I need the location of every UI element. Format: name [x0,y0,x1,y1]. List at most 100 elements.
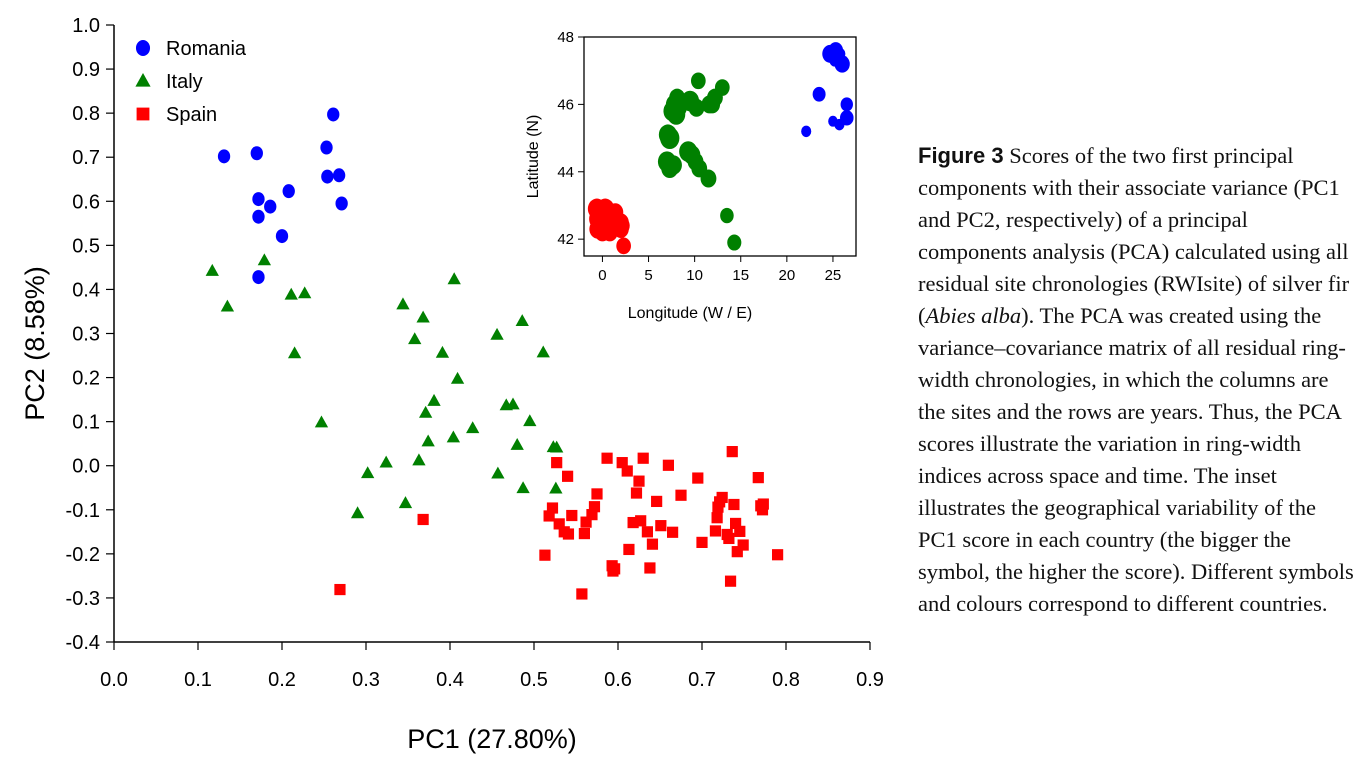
y-tick-label: 0.2 [72,368,100,390]
point-italy [506,397,520,410]
point-italy [536,345,550,358]
point-italy [435,345,450,358]
inset-point-italy [700,169,717,188]
point-spain [566,509,578,522]
point-italy [205,263,219,276]
point-spain [724,575,737,587]
point-italy [523,414,537,427]
inset-point-romania [812,86,826,102]
x-tick-label: 0.7 [688,669,716,691]
inset-point-romania [840,97,853,112]
y-tick-label: 0.4 [72,279,100,301]
x-axis-title: PC1 (27.80%) [407,724,577,754]
point-romania [217,149,231,164]
point-romania [332,168,346,183]
point-spain [711,512,723,524]
inset-point-italy [690,72,706,90]
point-italy [396,297,410,310]
point-italy [416,310,430,323]
legend-label-italy: Italy [166,71,203,93]
point-spain [601,452,613,464]
point-spain [667,526,679,538]
x-tick-label: 0.2 [268,669,296,691]
inset-series-spain [587,198,631,255]
series-spain [334,446,784,600]
point-italy [490,327,504,340]
point-spain [723,532,735,545]
inset-x-tick-label: 0 [598,267,606,284]
point-spain [562,470,574,482]
y-tick-label: -0.1 [66,500,100,522]
inset-y-tick-label: 44 [557,164,574,181]
point-italy [446,430,461,443]
point-italy [287,346,302,359]
point-romania [264,199,277,214]
main-plot: 0.0 0.1 0.2 0.3 0.4 0.5 0.6 0.7 0.8 0.9 -0.4 -0.3 -0… [20,15,884,754]
point-spain [539,549,551,561]
point-spain [731,546,743,558]
inset-point-italy [664,155,682,175]
point-spain [728,498,740,511]
y-tick-label: 0.5 [72,235,100,257]
inset-point-spain [616,237,631,255]
point-italy [398,496,413,509]
point-romania [275,229,289,244]
point-italy [257,253,272,266]
y-tick-label: 0.0 [72,456,100,478]
point-romania [252,209,265,224]
point-spain [623,543,635,556]
point-spain [334,583,346,596]
legend-marker-italy [135,73,151,87]
inset-frame [583,36,857,257]
inset-x-tick-label: 10 [686,267,703,284]
point-italy [412,453,426,466]
point-spain [726,446,738,458]
legend-label-romania: Romania [166,38,247,60]
point-spain [580,516,592,528]
x-tick-label: 0.8 [772,669,800,691]
x-tick-label: 0.5 [520,669,548,691]
point-italy [350,506,365,519]
inset-x-tick-label: 20 [779,267,796,284]
point-italy [427,393,441,406]
inset-point-romania [828,115,838,127]
point-spain [641,526,653,538]
inset-x-tick-label: 25 [825,267,842,284]
legend-label-spain: Spain [166,104,217,126]
point-italy [379,455,393,468]
y-tick-label: 0.7 [72,147,100,169]
point-spain [730,517,742,530]
point-spain [675,489,687,501]
point-spain [588,501,601,513]
point-romania [320,140,333,155]
point-spain [630,487,643,499]
y-tick-label: 0.8 [72,103,100,125]
inset-point-italy [727,234,742,251]
x-tick-label: 0.1 [184,669,212,691]
point-italy [447,272,461,285]
point-spain [651,495,663,508]
point-romania [282,184,295,199]
inset-y-tick-label: 48 [557,29,574,46]
point-spain [621,465,633,477]
point-spain [655,520,667,532]
point-italy [421,434,435,447]
point-romania [250,146,263,161]
point-spain [692,472,704,484]
point-spain [757,498,769,510]
y-tick-label: 0.6 [72,191,100,213]
point-romania [327,107,340,122]
inset-point-italy [658,124,677,146]
point-italy [450,371,465,384]
caption-text-1: Scores of the two first principal compon… [918,143,1350,328]
figure-label: Figure 3 [918,143,1004,168]
point-spain [546,502,559,514]
point-spain [734,525,746,537]
point-spain [635,515,647,527]
point-spain [646,538,659,550]
series-romania [217,107,348,285]
series-italy [205,253,564,519]
point-spain [696,536,708,548]
inset-x-axis-title: Longitude (W / E) [628,305,753,322]
inset-point-romania [801,125,812,138]
